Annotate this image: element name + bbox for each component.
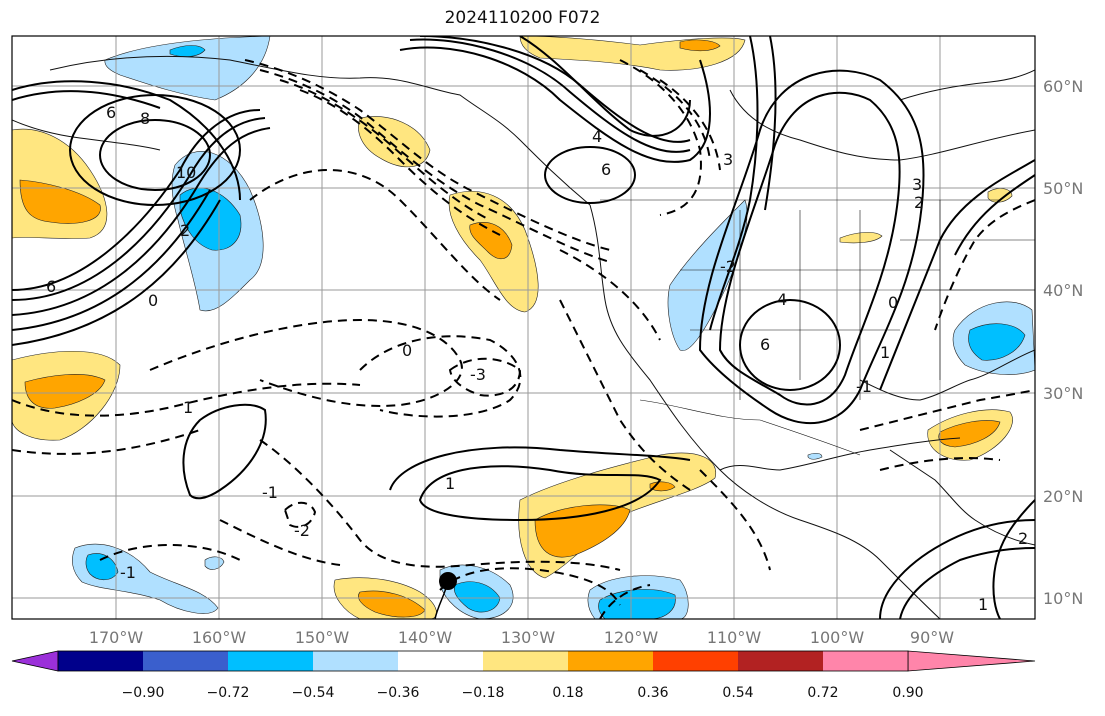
shade-negative — [598, 589, 676, 619]
latitude-axis: 60°N 50°N 40°N 30°N 20°N 10°N — [1043, 77, 1083, 608]
colorbar-segment — [313, 651, 398, 671]
coastlines — [12, 55, 1035, 619]
solid-contours — [12, 36, 1035, 619]
colorbar-tick-label: 0.18 — [552, 685, 583, 701]
colorbar-extend-low — [11, 650, 59, 672]
colorbar-tick-label: −0.54 — [292, 685, 335, 701]
contour-label: 10 — [176, 163, 196, 182]
lat-label: 50°N — [1043, 179, 1083, 198]
colorbar-segment — [483, 651, 568, 671]
lon-label: 90°W — [910, 628, 954, 647]
colorbar-segment — [738, 651, 823, 671]
colorbar-segment — [58, 651, 143, 671]
map-title: 2024110200 F072 — [444, 8, 601, 28]
lon-label: 140°W — [398, 628, 453, 647]
contour-label: 6 — [760, 335, 770, 354]
colorbar-segment — [398, 651, 483, 671]
contour-label: 8 — [140, 109, 150, 128]
colorbar-tick-label: −0.72 — [207, 685, 250, 701]
colorbar-segment — [228, 651, 313, 671]
colorbar-tick-label: 0.72 — [807, 685, 838, 701]
contour-label: 1 — [880, 343, 890, 362]
shade-positive — [24, 374, 106, 409]
contour-label: 6 — [46, 277, 56, 296]
contour-label: 1 — [183, 398, 193, 417]
map-frame — [11, 35, 1036, 620]
contour-label: -3 — [470, 365, 486, 384]
colorbar-tick-label: 0.54 — [722, 685, 753, 701]
shade-negative — [667, 199, 748, 351]
colorbar-segment — [143, 651, 228, 671]
shade-negative — [179, 187, 242, 251]
shade-negative — [968, 323, 1026, 361]
contour-label: 2 — [1018, 529, 1028, 548]
contour-label: 6 — [601, 160, 611, 179]
shade-positive — [839, 232, 883, 244]
shade-positive — [358, 116, 431, 168]
storm-track — [434, 580, 449, 619]
longitude-axis: 170°W 160°W 150°W 140°W 130°W 120°W 110°… — [89, 628, 954, 647]
lat-label: 10°N — [1043, 589, 1083, 608]
colorbar-tick-label: −0.18 — [462, 685, 505, 701]
shade-positive — [938, 420, 1001, 448]
lat-label: 40°N — [1043, 281, 1083, 300]
contour-label: 4 — [592, 127, 602, 146]
lat-label: 30°N — [1043, 384, 1083, 403]
contour-label: -1 — [262, 483, 278, 502]
contour-label: -2 — [294, 521, 310, 540]
colorbar-extend-high — [907, 650, 1036, 672]
colorbar-tick-label: 0.36 — [637, 685, 668, 701]
colorbar-tick-label: 0.90 — [892, 685, 923, 701]
colorbar-outline — [57, 650, 909, 672]
contour-label: 1 — [978, 595, 988, 614]
colorbar-segment — [568, 651, 653, 671]
contour-label: 0 — [148, 291, 158, 310]
colorbar-segment — [653, 651, 738, 671]
contour-label: 2 — [914, 193, 924, 212]
contour-label: 2 — [180, 221, 190, 240]
contour-labels: 6 8 10 6 4 6 3 2 0 1 -1 -2 -3 0 1 4 6 3 … — [46, 103, 1028, 614]
lon-label: 100°W — [810, 628, 865, 647]
lon-label: 160°W — [192, 628, 247, 647]
shade-negative — [104, 36, 271, 101]
contour-label: -1 — [120, 563, 136, 582]
lon-label: 120°W — [604, 628, 659, 647]
shade-negative — [453, 581, 501, 613]
lat-label: 60°N — [1043, 77, 1083, 96]
contour-label: 1 — [445, 474, 455, 493]
political-borders — [600, 199, 1035, 456]
lon-label: 130°W — [501, 628, 556, 647]
lat-label: 20°N — [1043, 487, 1083, 506]
dashed-contours — [12, 59, 1035, 619]
shaded-regions — [12, 36, 1035, 619]
shade-negative — [807, 452, 823, 460]
colorbar: −0.90 −0.72 −0.54 −0.36 −0.18 0.18 0.36 … — [11, 650, 1036, 701]
contour-label: 3 — [723, 150, 733, 169]
contour-label: 3 — [912, 175, 922, 194]
shade-positive — [679, 39, 721, 52]
contour-label: -1 — [856, 377, 872, 396]
shade-positive — [469, 222, 513, 259]
contour-label: -2 — [720, 257, 736, 276]
colorbar-segment — [823, 651, 908, 671]
shade-positive — [19, 179, 101, 224]
shade-negative — [169, 45, 206, 57]
lon-label: 170°W — [89, 628, 144, 647]
shade-positive — [987, 188, 1013, 203]
contour-label: 6 — [106, 103, 116, 122]
colorbar-tick-label: −0.36 — [377, 685, 420, 701]
lon-label: 150°W — [295, 628, 350, 647]
lon-label: 110°W — [707, 628, 762, 647]
contour-label: 4 — [777, 290, 787, 309]
colorbar-tick-label: −0.90 — [122, 685, 165, 701]
contour-label: 0 — [888, 293, 898, 312]
contour-label: 0 — [402, 341, 412, 360]
